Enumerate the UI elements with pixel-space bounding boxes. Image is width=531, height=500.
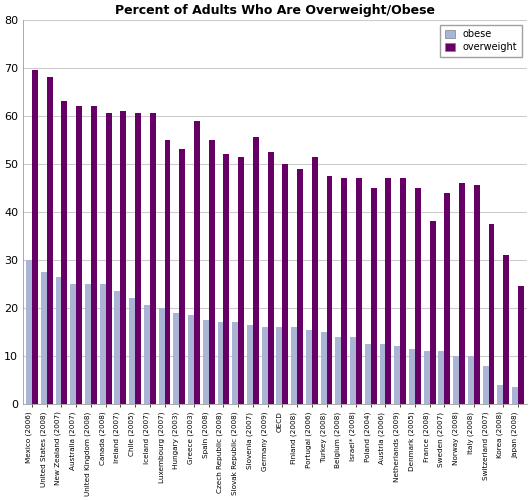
Bar [321, 332, 327, 404]
Bar [365, 344, 371, 404]
Bar [512, 387, 518, 404]
Bar [144, 306, 150, 404]
Bar [503, 255, 509, 404]
Bar [85, 284, 91, 404]
Bar [327, 176, 332, 404]
Bar [459, 183, 465, 404]
Bar [135, 114, 141, 404]
Bar [47, 78, 53, 404]
Bar [468, 356, 474, 404]
Bar [41, 272, 47, 404]
Bar [291, 327, 297, 404]
Bar [268, 152, 273, 404]
Bar [56, 276, 62, 404]
Bar [444, 192, 450, 404]
Bar [356, 178, 362, 404]
Bar [341, 178, 347, 404]
Bar [194, 120, 200, 404]
Title: Percent of Adults Who Are Overweight/Obese: Percent of Adults Who Are Overweight/Obe… [115, 4, 435, 17]
Bar [277, 327, 282, 404]
Bar [415, 188, 421, 404]
Bar [336, 336, 341, 404]
Bar [371, 188, 376, 404]
Bar [26, 260, 32, 404]
Bar [91, 106, 97, 404]
Bar [62, 102, 67, 404]
Legend: obese, overweight: obese, overweight [440, 24, 522, 57]
Bar [262, 327, 268, 404]
Bar [400, 178, 406, 404]
Bar [238, 156, 244, 404]
Bar [129, 298, 135, 404]
Bar [70, 284, 76, 404]
Bar [165, 140, 170, 404]
Bar [100, 284, 106, 404]
Bar [179, 150, 185, 404]
Bar [518, 286, 524, 404]
Bar [232, 322, 238, 404]
Bar [350, 336, 356, 404]
Bar [209, 140, 215, 404]
Bar [159, 308, 165, 404]
Bar [430, 222, 435, 404]
Bar [121, 111, 126, 404]
Bar [498, 384, 503, 404]
Bar [424, 351, 430, 404]
Bar [297, 168, 303, 404]
Bar [188, 315, 194, 404]
Bar [150, 114, 156, 404]
Bar [483, 366, 489, 404]
Bar [306, 330, 312, 404]
Bar [386, 178, 391, 404]
Bar [224, 154, 229, 404]
Bar [247, 324, 253, 404]
Bar [395, 346, 400, 404]
Bar [174, 312, 179, 404]
Bar [76, 106, 82, 404]
Bar [380, 344, 386, 404]
Bar [474, 186, 479, 404]
Bar [439, 351, 444, 404]
Bar [282, 164, 288, 404]
Bar [218, 322, 224, 404]
Bar [409, 348, 415, 404]
Bar [32, 70, 38, 404]
Bar [312, 156, 318, 404]
Bar [253, 138, 259, 404]
Bar [203, 320, 209, 404]
Bar [453, 356, 459, 404]
Bar [489, 224, 494, 404]
Bar [115, 291, 121, 404]
Bar [106, 114, 112, 404]
